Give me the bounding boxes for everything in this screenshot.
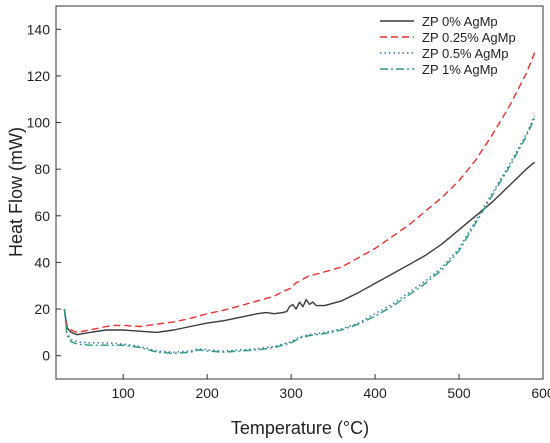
x-axis: 100 200 300 400 500 600 — [111, 374, 550, 401]
legend-label-3: ZP 1% AgMp — [422, 62, 498, 77]
legend-label-1: ZP 0.25% AgMp — [422, 30, 516, 45]
legend-label-0: ZP 0% AgMp — [422, 14, 498, 29]
y-axis-title: Heat Flow (mW) — [6, 127, 26, 257]
plot-frame — [55, 5, 544, 380]
series-line-1 — [63, 52, 536, 334]
series-line-3 — [63, 117, 536, 355]
y-tick-label: 20 — [34, 301, 50, 317]
y-tick-label: 140 — [27, 21, 51, 37]
y-tick-label: 120 — [27, 68, 51, 84]
legend-label-2: ZP 0.5% AgMp — [422, 46, 508, 61]
x-axis-title: Temperature (°C) — [231, 418, 369, 438]
x-tick-label: 600 — [531, 385, 550, 401]
series-layer — [63, 52, 536, 355]
series-line-0 — [63, 161, 536, 336]
y-tick-label: 60 — [34, 208, 50, 224]
x-tick-label: 100 — [111, 385, 135, 401]
x-tick-label: 500 — [447, 385, 471, 401]
y-tick-label: 0 — [42, 348, 50, 364]
y-tick-label: 80 — [34, 161, 50, 177]
series-line-2 — [63, 115, 536, 353]
x-tick-label: 300 — [279, 385, 303, 401]
y-tick-label: 100 — [27, 115, 51, 131]
y-axis: 0 20 40 60 80 100 120 140 — [27, 21, 61, 364]
y-tick-label: 40 — [34, 254, 50, 270]
x-tick-label: 400 — [363, 385, 387, 401]
x-tick-label: 200 — [195, 385, 219, 401]
